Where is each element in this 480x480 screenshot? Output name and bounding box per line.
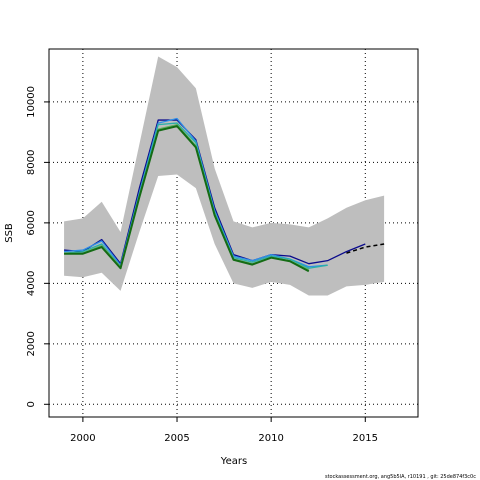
y-tick-label: 10000	[26, 86, 37, 118]
y-tick-label: 4000	[26, 271, 37, 296]
x-tick-label: 2005	[164, 433, 189, 444]
y-tick-label: 0	[26, 401, 37, 407]
footer-text: stockassessment.org, ang5b5lA, r10191 , …	[325, 474, 476, 480]
x-tick-label: 2000	[70, 433, 95, 444]
x-tick-label: 2010	[258, 433, 283, 444]
x-axis: 2000 2005 2010 2015	[70, 417, 378, 444]
series-line-3	[64, 122, 328, 269]
confidence-band-layer	[64, 56, 385, 296]
series-line-5	[64, 125, 310, 273]
confidence-band	[64, 56, 385, 296]
y-tick-label: 6000	[26, 210, 37, 235]
x-axis-title: Years	[220, 456, 247, 467]
plot-frame	[48, 48, 419, 418]
x-tick-label: 2015	[353, 433, 378, 444]
y-tick-label: 8000	[26, 150, 37, 175]
y-tick-label: 2000	[26, 331, 37, 356]
y-axis-title: SSB	[4, 223, 15, 243]
y-axis: 0 2000 4000 6000 8000 10000	[26, 86, 49, 407]
series-layer	[64, 117, 385, 273]
series-line-1	[64, 119, 366, 265]
